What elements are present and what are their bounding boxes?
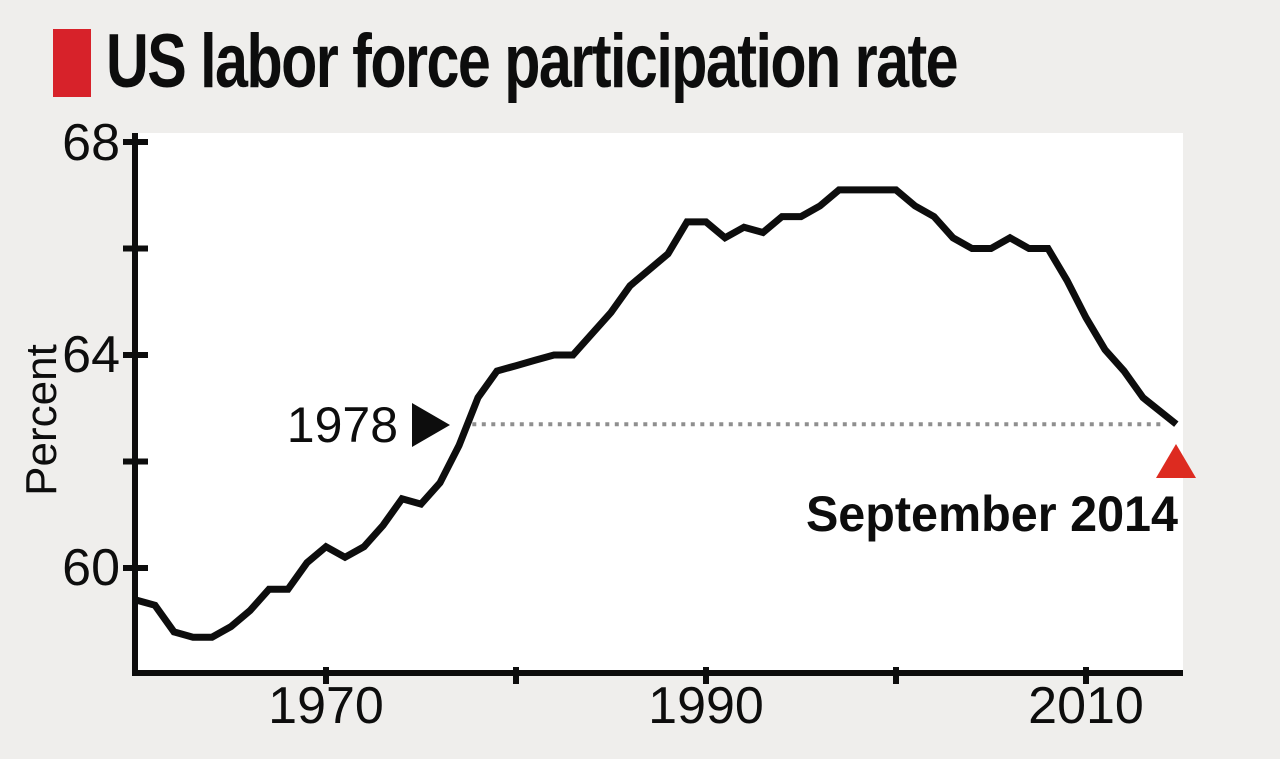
- y-axis-title: Percent: [17, 344, 66, 496]
- x-tick-label-1990: 1990: [648, 677, 764, 735]
- y-tick-64: [123, 352, 148, 358]
- annotation-september-2014-label: September 2014: [805, 486, 1178, 542]
- annotation-1978-label: 1978: [286, 397, 398, 453]
- x-tick-1990: [703, 667, 709, 684]
- title-accent-square: [53, 29, 91, 97]
- y-tick-66: [123, 245, 148, 252]
- up-triangle-icon: [1156, 444, 1196, 478]
- x-tick-2010: [1083, 667, 1089, 684]
- y-tick-62: [123, 458, 148, 465]
- x-tick-label-1970: 1970: [268, 677, 384, 735]
- data-line: [135, 186, 1179, 641]
- x-tick-2000: [893, 667, 899, 684]
- y-tick-label-60: 60: [62, 539, 120, 597]
- right-arrow-icon: [412, 403, 450, 447]
- y-tick-68: [123, 139, 148, 145]
- x-tick-1970: [323, 667, 329, 684]
- y-tick-label-68: 68: [62, 114, 120, 172]
- x-tick-1980: [513, 667, 519, 684]
- plot-area: [135, 133, 1183, 673]
- y-tick-label-64: 64: [62, 326, 120, 384]
- x-axis-line: [132, 670, 1183, 676]
- chart-title: US labor force participation rate: [106, 19, 959, 104]
- y-tick-60: [123, 565, 148, 571]
- x-tick-label-2010: 2010: [1028, 677, 1144, 735]
- y-axis-line: [132, 133, 138, 676]
